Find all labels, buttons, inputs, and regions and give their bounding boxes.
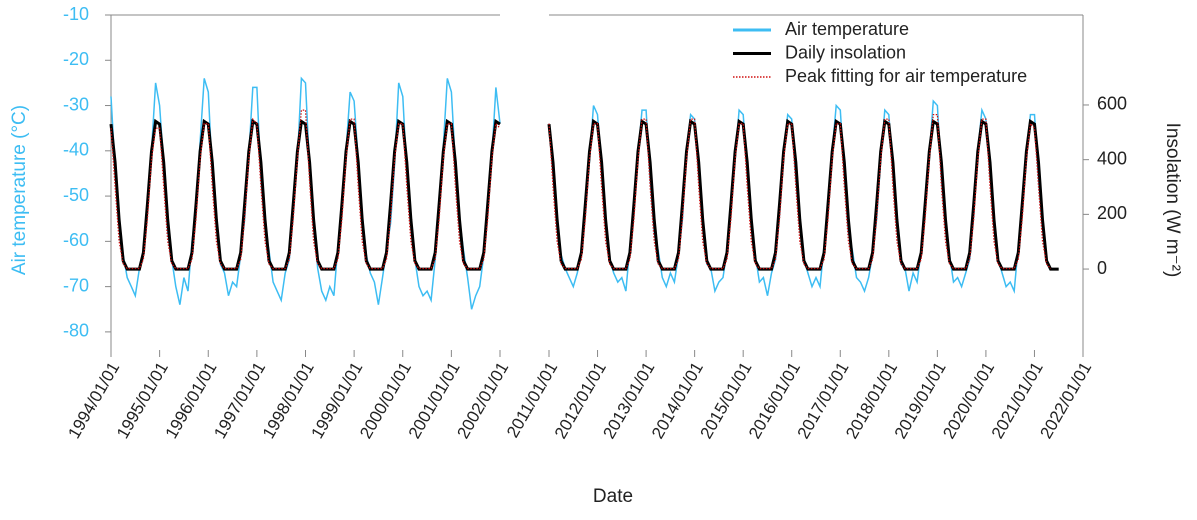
- y-tick-label: -70: [63, 275, 89, 295]
- series-line: [110, 109, 501, 270]
- legend-label: Peak fitting for air temperature: [785, 66, 1027, 86]
- x-axis-label: Date: [593, 486, 633, 507]
- y-tick-label: -60: [63, 230, 89, 250]
- series-line: [547, 118, 1059, 271]
- y-tick-label: -40: [63, 140, 89, 160]
- legend-label: Air temperature: [785, 19, 909, 39]
- y2-axis-label: Insolation (W m⁻²): [1162, 123, 1183, 278]
- y2-tick-label: 400: [1097, 148, 1127, 168]
- y2-tick-label: 600: [1097, 94, 1127, 114]
- x-tick-label: 2022/01/01: [1036, 359, 1095, 442]
- y-tick-label: -80: [63, 321, 89, 341]
- y-tick-label: -50: [63, 185, 89, 205]
- y-axis-label: Air temperature (°C): [9, 105, 30, 275]
- y-tick-label: -10: [63, 4, 89, 24]
- y2-tick-label: 200: [1097, 203, 1127, 223]
- y-tick-label: -30: [63, 94, 89, 114]
- y-tick-label: -20: [63, 49, 89, 69]
- legend-label: Daily insolation: [785, 42, 906, 62]
- series-line: [109, 118, 501, 271]
- y2-tick-label: 0: [1097, 258, 1107, 278]
- series-line: [110, 76, 501, 310]
- series-line: [548, 114, 1052, 270]
